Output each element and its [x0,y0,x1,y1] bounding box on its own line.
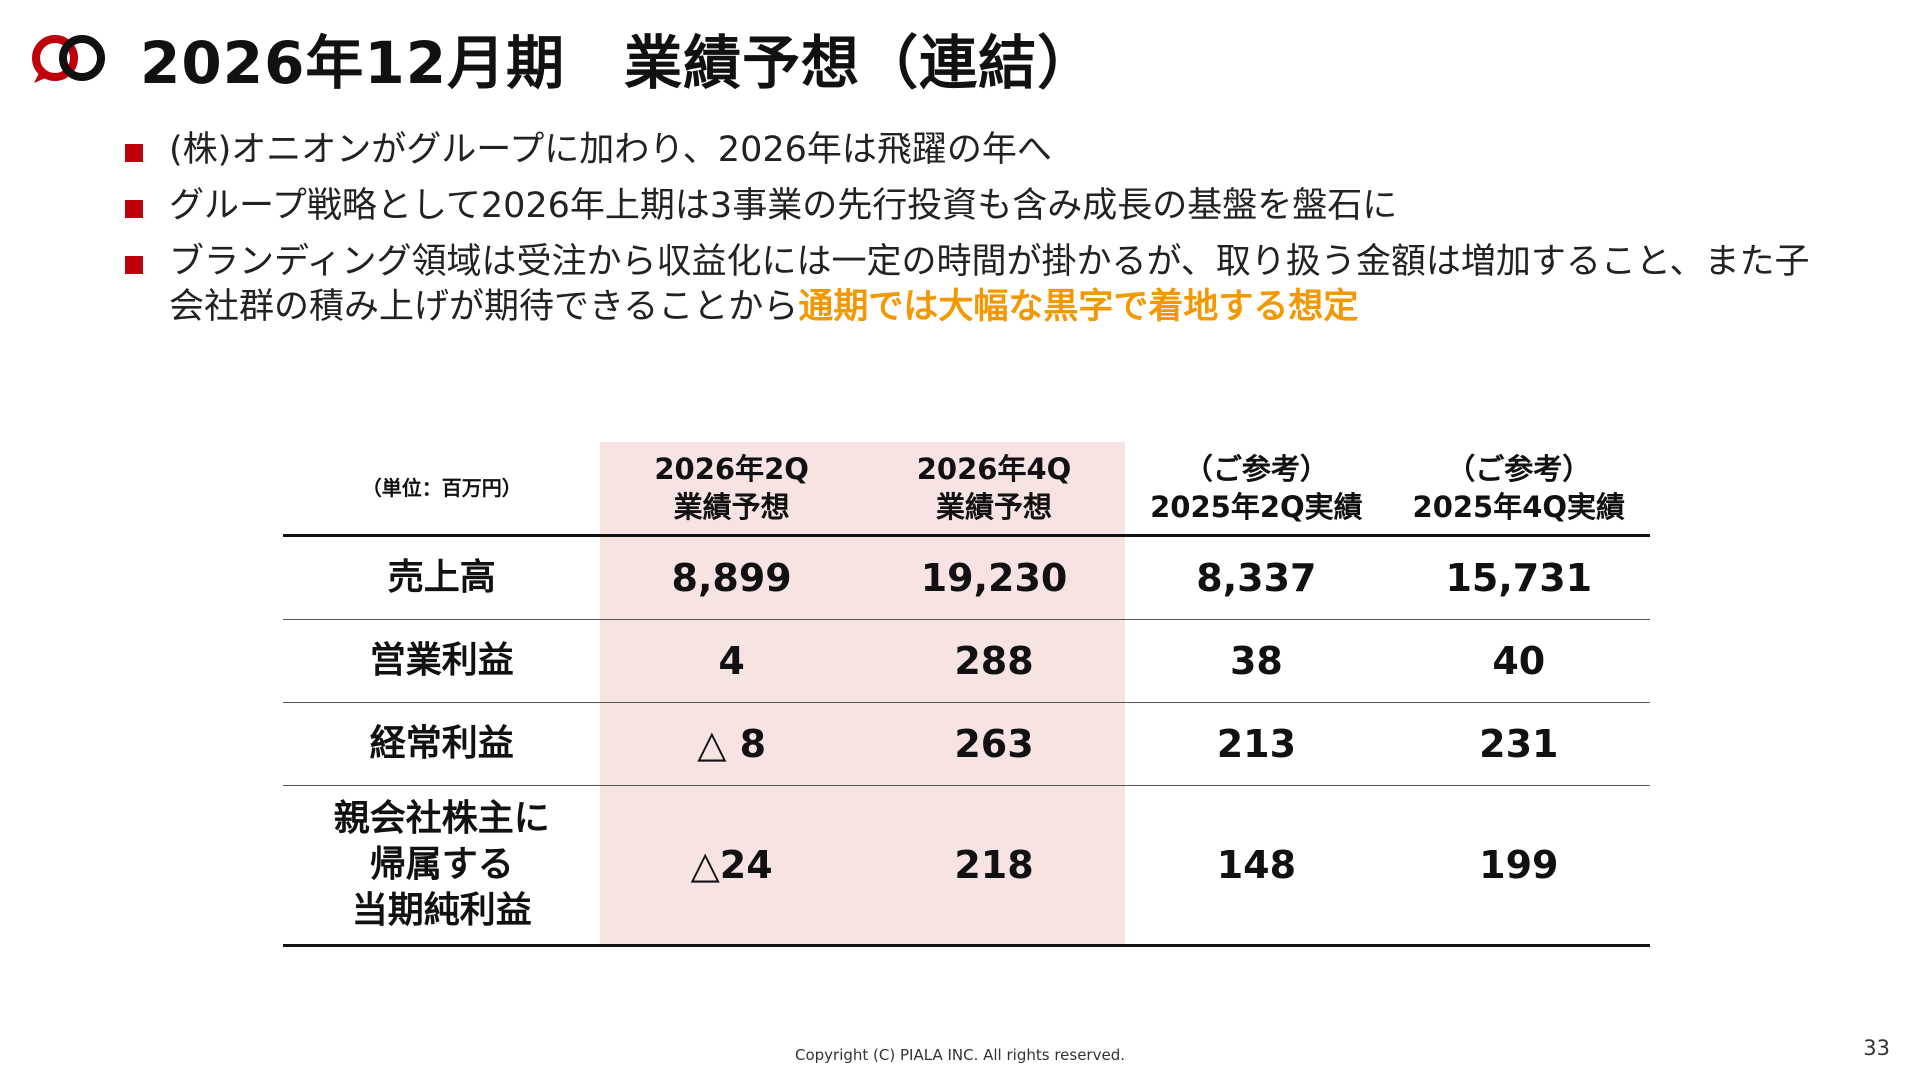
forecast-table: （単位：百万円） 2026年2Q 業績予想 2026年4Q 業績予想 （ご参考）… [283,442,1650,947]
table-row: 営業利益 4 288 38 40 [283,619,1650,703]
bullet-item: グループ戦略として2026年上期は3事業の先行投資も含み成長の基盤を盤石に [125,184,1825,229]
table-cell: 4 [600,619,863,703]
bullet-item: ブランディング領域は受注から収益化には一定の時間が掛かるが、取り扱う金額は増加す… [125,240,1825,330]
piala-logo-icon [32,35,105,83]
row-label-line: 親会社株主に [333,798,550,839]
table-cell: 40 [1387,619,1650,703]
table-cell: △24 [600,785,863,947]
table-cell: 218 [862,785,1126,947]
column-header: （ご参考） 2025年2Q実績 [1125,442,1388,537]
table-cell: 288 [862,619,1126,703]
row-label-line: 帰属する [369,844,514,885]
table-cell: 263 [862,702,1126,786]
column-header-line1: （ご参考） [1446,452,1592,486]
table-cell: 213 [1125,702,1388,786]
column-header-line2: 2025年2Q実績 [1150,490,1363,524]
column-header: 2026年4Q 業績予想 [862,442,1126,537]
table-cell: 8,899 [600,535,863,620]
table-cell: 38 [1125,619,1388,703]
table-cell: 148 [1125,785,1388,947]
bullet-highlight-text: 通期では大幅な黒字で着地する想定 [798,287,1359,327]
bullet-text: (株)オニオンがグループに加わり、2026年は飛躍の年へ [169,130,1052,170]
square-bullet-icon [125,256,143,274]
square-bullet-icon [125,200,143,218]
bullet-list: (株)オニオンがグループに加わり、2026年は飛躍の年へ グループ戦略として20… [125,128,1825,341]
table-header-row: （単位：百万円） 2026年2Q 業績予想 2026年4Q 業績予想 （ご参考）… [283,442,1650,537]
table-row: 経常利益 △ 8 263 213 231 [283,702,1650,786]
copyright-text: Copyright (C) PIALA INC. All rights rese… [795,1046,1125,1064]
bullet-item: (株)オニオンがグループに加わり、2026年は飛躍の年へ [125,128,1825,173]
bullet-text: ブランディング領域は受注から収益化には一定の時間が掛かるが、取り扱う金額は増加す… [169,242,1810,327]
table-cell: 8,337 [1125,535,1388,620]
row-label: 営業利益 [283,619,601,703]
table-cell: △ 8 [600,702,863,786]
column-header: （ご参考） 2025年4Q実績 [1387,442,1650,537]
row-label: 経常利益 [283,702,601,786]
column-header-line2: 業績予想 [673,490,790,524]
row-label-line: 当期純利益 [351,890,532,931]
page-title: 2026年12月期 業績予想（連結） [140,29,1097,97]
forecast-table-container: （単位：百万円） 2026年2Q 業績予想 2026年4Q 業績予想 （ご参考）… [283,442,1650,947]
table-cell: 15,731 [1387,535,1650,620]
bullet-text: グループ戦略として2026年上期は3事業の先行投資も含み成長の基盤を盤石に [169,186,1398,226]
table-cell: 19,230 [862,535,1126,620]
column-header-line1: （ご参考） [1183,452,1329,486]
table-row: 売上高 8,899 19,230 8,337 15,731 [283,535,1650,620]
column-header-line2: 業績予想 [936,490,1053,524]
table-cell: 231 [1387,702,1650,786]
table-cell: 199 [1387,785,1650,947]
page-number: 33 [1863,1036,1890,1060]
table-row: 親会社株主に 帰属する 当期純利益 △24 218 148 199 [283,785,1650,947]
slide-header: 2026年12月期 業績予想（連結） [30,18,1096,98]
column-header: 2026年2Q 業績予想 [600,442,863,537]
square-bullet-icon [125,144,143,162]
column-header-line1: 2026年4Q [916,452,1072,486]
row-label: 売上高 [283,535,601,620]
row-label: 親会社株主に 帰属する 当期純利益 [283,785,601,947]
unit-label: （単位：百万円） [283,442,601,537]
column-header-line2: 2025年4Q実績 [1412,490,1626,524]
column-header-line1: 2026年2Q [654,452,809,486]
